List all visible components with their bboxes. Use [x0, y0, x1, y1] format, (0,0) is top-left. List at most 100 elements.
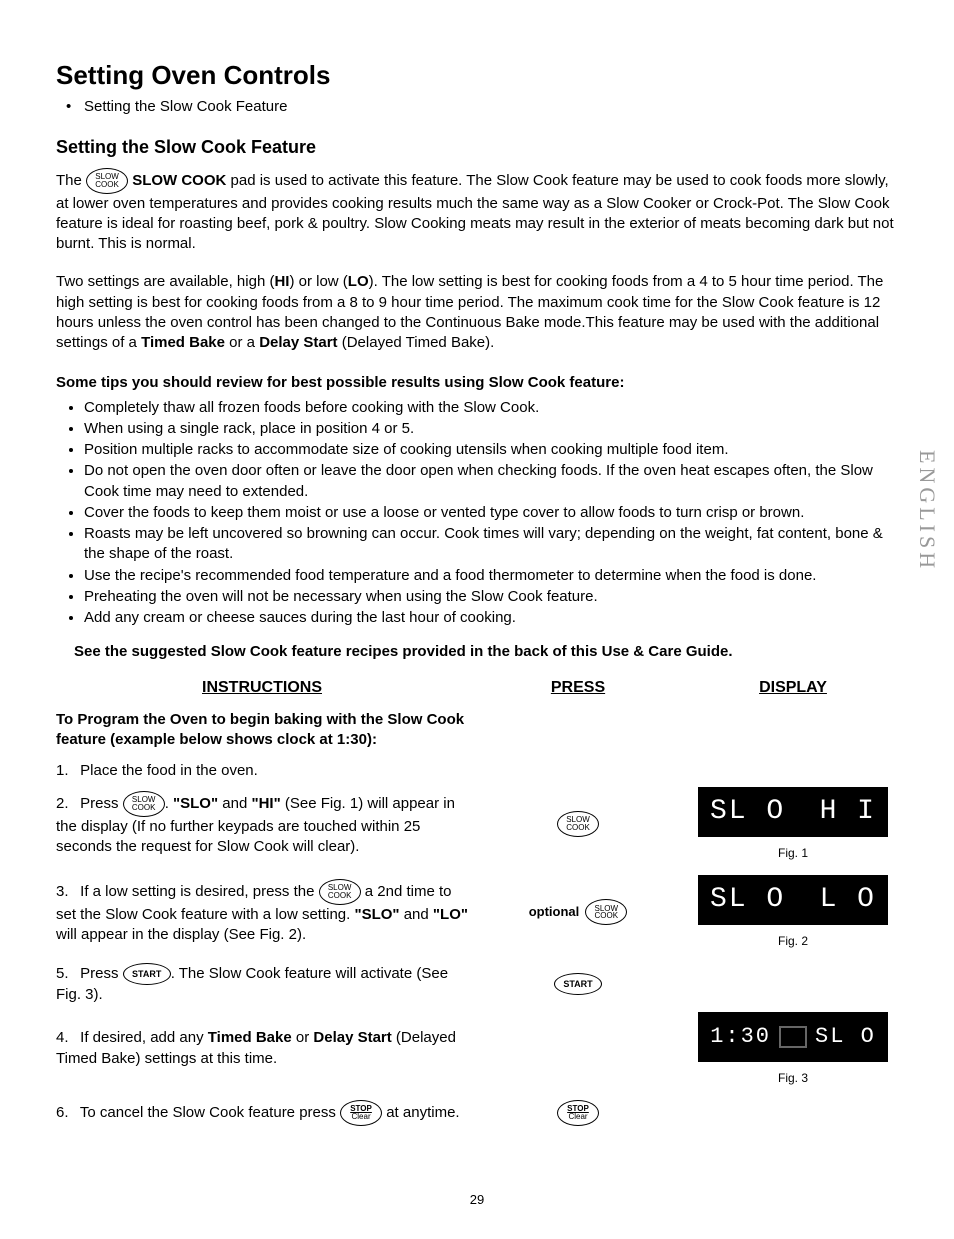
slow-cook-pad-icon: SLOW COOK: [585, 899, 627, 925]
text: Press: [80, 965, 123, 982]
tip-item: Cover the foods to keep them moist or us…: [84, 503, 898, 523]
pad-line2: COOK: [594, 912, 618, 920]
slow-cook-pad-icon: SLOW COOK: [123, 791, 165, 817]
tip-item: Add any cream or cheese sauces during th…: [84, 608, 898, 628]
step-number: 6.: [56, 1103, 76, 1123]
steps-container: To Program the Oven to begin baking with…: [56, 710, 898, 1126]
optional-row: optional SLOW COOK: [529, 899, 628, 925]
step-1-text: 1. Place the food in the oven.: [56, 761, 468, 781]
tip-item: Do not open the oven door often or leave…: [84, 461, 898, 502]
text: at anytime.: [386, 1104, 459, 1121]
lo-label: LO: [348, 273, 369, 290]
program-heading: To Program the Oven to begin baking with…: [56, 710, 468, 751]
tip-item: When using a single rack, place in posit…: [84, 419, 898, 439]
text: and: [218, 795, 251, 812]
text: and: [400, 906, 433, 923]
step-4-text: 4. If desired, add any Timed Bake or Del…: [56, 1028, 468, 1069]
text: .: [165, 795, 173, 812]
hi-label: HI: [274, 273, 289, 290]
slo-label: "SLO": [173, 795, 218, 812]
page-number: 29: [0, 1191, 954, 1209]
display-right: L O: [820, 881, 876, 919]
intro-paragraph: The SLOW COOK SLOW COOK pad is used to a…: [56, 168, 898, 255]
step-number: 1.: [56, 761, 76, 781]
page-title: Setting Oven Controls: [56, 58, 898, 93]
text: or a: [225, 334, 259, 351]
text: To cancel the Slow Cook feature press: [80, 1104, 340, 1121]
settings-paragraph: Two settings are available, high (HI) or…: [56, 272, 898, 353]
optional-label: optional: [529, 903, 580, 921]
press-cell-6: STOP Clear: [478, 1100, 678, 1126]
slow-cook-pad-icon: SLOW COOK: [86, 168, 128, 194]
lo-label: "LO": [433, 906, 468, 923]
delay-start-label: Delay Start: [313, 1029, 391, 1046]
display-left: 1:30: [710, 1022, 771, 1052]
step-number: 4.: [56, 1028, 76, 1048]
tip-item: Roasts may be left uncovered so browning…: [84, 524, 898, 565]
display-cell-3: 1:30 SL O Fig. 3: [688, 1012, 898, 1086]
text: Place the food in the oven.: [80, 762, 258, 779]
language-side-label: ENGLISH: [912, 450, 942, 572]
instructions-header: INSTRUCTIONS: [56, 677, 468, 699]
display-left: SL O: [710, 881, 785, 919]
step-row-4: 4. If desired, add any Timed Bake or Del…: [56, 1012, 898, 1086]
display-fig1: SL O H I: [698, 787, 888, 837]
display-left: SL O: [710, 793, 785, 831]
slo-label: "SLO": [354, 906, 399, 923]
press-header: PRESS: [478, 677, 678, 699]
display-cell-2: SL O L O Fig. 2: [688, 875, 898, 949]
press-cell-5: START: [478, 973, 678, 995]
step-row-1: 1. Place the food in the oven.: [56, 761, 898, 781]
display-right: SL O: [815, 1022, 876, 1052]
text: or: [292, 1029, 314, 1046]
program-heading-row: To Program the Oven to begin baking with…: [56, 710, 898, 757]
slow-cook-pad-icon: SLOW COOK: [319, 879, 361, 905]
pad-line2: COOK: [95, 181, 119, 189]
display-cell-1: SL O H I Fig. 1: [688, 787, 898, 861]
timed-bake-label: Timed Bake: [208, 1029, 292, 1046]
display-header: DISPLAY: [688, 677, 898, 699]
pad-line2: COOK: [328, 892, 352, 900]
fig2-caption: Fig. 2: [778, 933, 808, 949]
fig1-caption: Fig. 1: [778, 845, 808, 861]
timed-bake-label: Timed Bake: [141, 334, 225, 351]
start-pad-icon: START: [554, 973, 602, 995]
display-right: H I: [820, 793, 876, 831]
step-number: 5.: [56, 964, 76, 984]
press-cell-3: optional SLOW COOK: [478, 899, 678, 925]
tip-item: Preheating the oven will not be necessar…: [84, 587, 898, 607]
text: Press: [80, 795, 123, 812]
text: will appear in the display (See Fig. 2).: [56, 926, 306, 943]
text: The: [56, 172, 86, 189]
tips-heading: Some tips you should review for best pos…: [56, 373, 898, 393]
tip-item: Position multiple racks to accommodate s…: [84, 440, 898, 460]
display-fig2: SL O L O: [698, 875, 888, 925]
hi-label: "HI": [251, 795, 280, 812]
step-5-text: 5. Press START. The Slow Cook feature wi…: [56, 963, 468, 1005]
step-number: 2.: [56, 794, 76, 814]
press-cell-2: SLOW COOK: [478, 811, 678, 837]
pad-line2: COOK: [132, 804, 156, 812]
step-6-text: 6. To cancel the Slow Cook feature press…: [56, 1100, 468, 1126]
tip-item: Completely thaw all frozen foods before …: [84, 398, 898, 418]
display-box-icon: [779, 1026, 807, 1048]
pad-line2: COOK: [566, 824, 590, 832]
manual-page: Setting Oven Controls Setting the Slow C…: [0, 0, 954, 1239]
text: If a low setting is desired, press the: [80, 883, 318, 900]
text: Two settings are available, high (: [56, 273, 274, 290]
step-row-6: 6. To cancel the Slow Cook feature press…: [56, 1100, 898, 1126]
start-pad-icon: START: [123, 963, 171, 985]
stop-clear-pad-icon: STOP Clear: [557, 1100, 599, 1126]
delay-start-label: Delay Start: [259, 334, 337, 351]
text: ) or low (: [289, 273, 347, 290]
slow-cook-label: SLOW COOK: [132, 172, 226, 189]
tip-item: Use the recipe's recommended food temper…: [84, 566, 898, 586]
step-row-3: 3. If a low setting is desired, press th…: [56, 875, 898, 949]
text: (Delayed Timed Bake).: [338, 334, 495, 351]
step-3-text: 3. If a low setting is desired, press th…: [56, 879, 468, 946]
fig3-caption: Fig. 3: [778, 1070, 808, 1086]
see-recipes-note: See the suggested Slow Cook feature reci…: [74, 642, 898, 662]
slow-cook-pad-icon: SLOW COOK: [557, 811, 599, 837]
step-number: 3.: [56, 882, 76, 902]
step-row-2: 2. Press SLOW COOK . "SLO" and "HI" (See…: [56, 787, 898, 861]
